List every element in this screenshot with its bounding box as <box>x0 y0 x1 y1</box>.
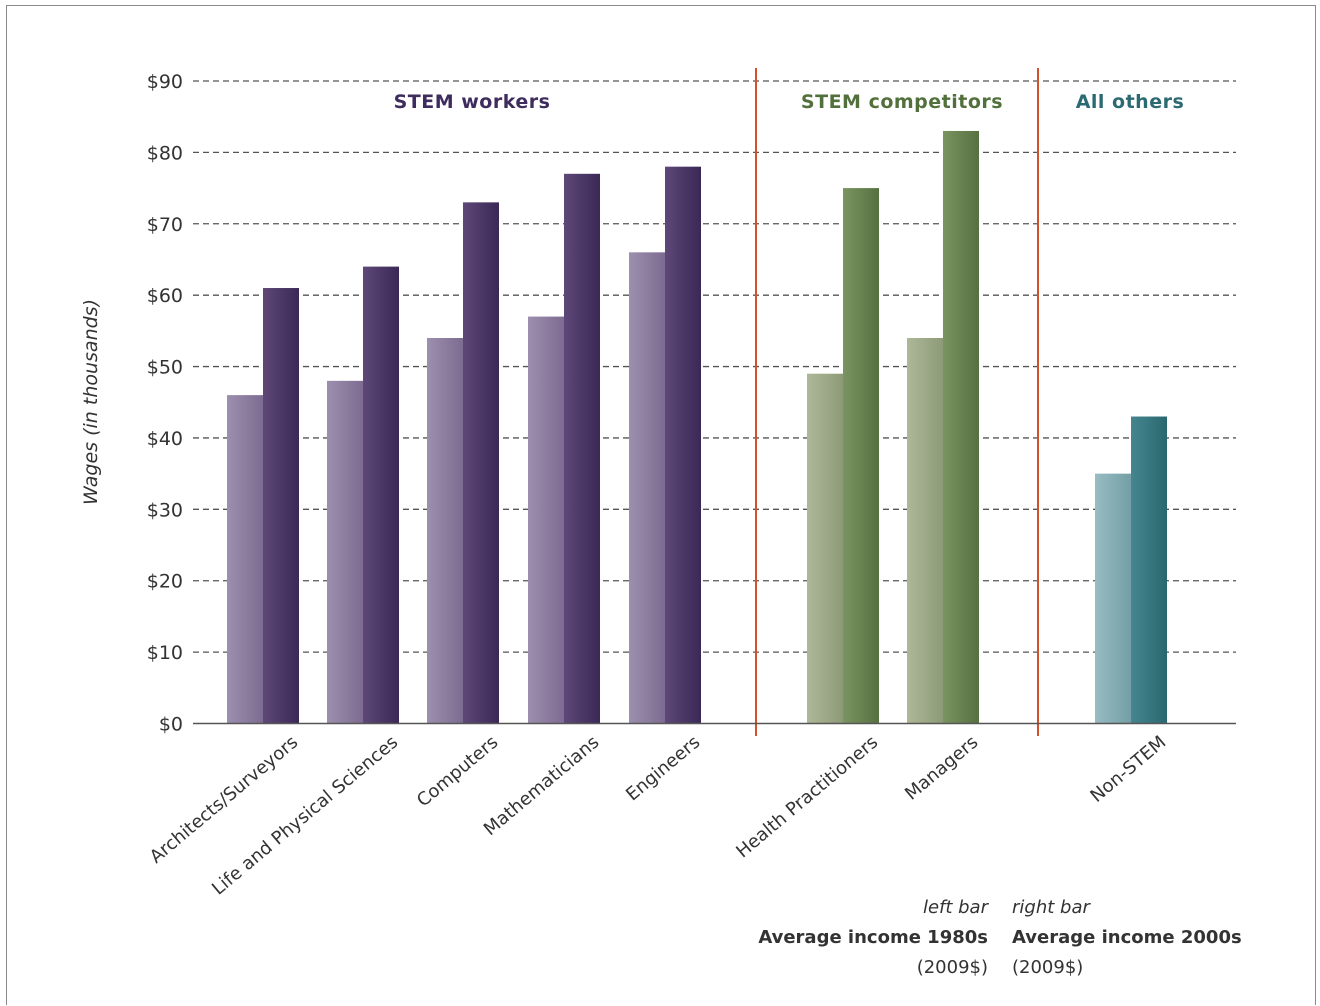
chart-frame <box>6 5 1316 1005</box>
x-category-label: Engineers <box>622 732 704 806</box>
legend-left-unit: (2009$) <box>917 957 988 978</box>
y-tick-label: $40 <box>147 428 183 450</box>
bar-1980s <box>427 338 463 724</box>
group-labels: STEM workers STEM competitors All others <box>394 91 1185 113</box>
x-category-label: Managers <box>901 732 982 805</box>
bar-1980s <box>807 373 843 724</box>
bar-2000s <box>665 166 701 724</box>
group-dividers <box>755 68 1039 736</box>
bar-2000s <box>564 173 600 724</box>
bars <box>227 130 1167 724</box>
x-category-label: Health Practitioners <box>732 732 882 863</box>
bar-2000s <box>363 266 399 724</box>
bar-2000s <box>843 188 879 724</box>
x-category-label: Life and Physical Sciences <box>208 732 402 900</box>
bar-1980s <box>528 316 564 724</box>
group-label: STEM workers <box>394 91 551 113</box>
group-label: STEM competitors <box>801 91 1003 113</box>
bar-1980s <box>1095 473 1131 724</box>
x-category-label: Non-STEM <box>1086 732 1170 807</box>
legend-right-caption: right bar <box>1012 897 1091 918</box>
bar-2000s <box>1131 416 1167 724</box>
legend-left-caption: left bar <box>923 897 990 918</box>
bar-1980s <box>907 338 943 724</box>
y-tick-label: $70 <box>147 214 183 236</box>
legend-left-title: Average income 1980s <box>758 927 988 948</box>
y-tick-label: $10 <box>147 642 183 664</box>
y-axis-ticks: $0 $10 $20 $30 $40 $50 $60 $70 $80 $90 <box>147 71 183 736</box>
y-tick-label: $0 <box>159 714 183 736</box>
bar-1980s <box>327 380 363 724</box>
group-label: All others <box>1076 91 1185 113</box>
y-tick-label: $20 <box>147 571 183 593</box>
x-category-label: Computers <box>413 732 502 812</box>
legend: left bar right bar Average income 1980s … <box>758 897 1241 978</box>
bar-1980s <box>629 252 665 724</box>
bar-2000s <box>463 202 499 724</box>
y-tick-label: $80 <box>147 142 183 164</box>
y-tick-label: $50 <box>147 357 183 379</box>
bar-2000s <box>263 288 299 724</box>
bar-2000s <box>943 130 979 724</box>
y-tick-label: $30 <box>147 499 183 521</box>
y-axis-label: Wages (in thousands) <box>80 299 102 505</box>
legend-right-unit: (2009$) <box>1012 957 1083 978</box>
bar-1980s <box>227 395 263 724</box>
y-tick-label: $60 <box>147 285 183 307</box>
legend-right-title: Average income 2000s <box>1012 927 1242 948</box>
y-tick-label: $90 <box>147 71 183 93</box>
